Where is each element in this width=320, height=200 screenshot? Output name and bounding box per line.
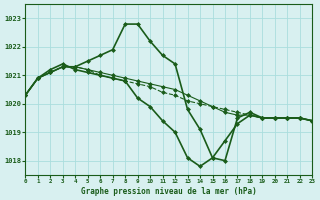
X-axis label: Graphe pression niveau de la mer (hPa): Graphe pression niveau de la mer (hPa) (81, 187, 257, 196)
